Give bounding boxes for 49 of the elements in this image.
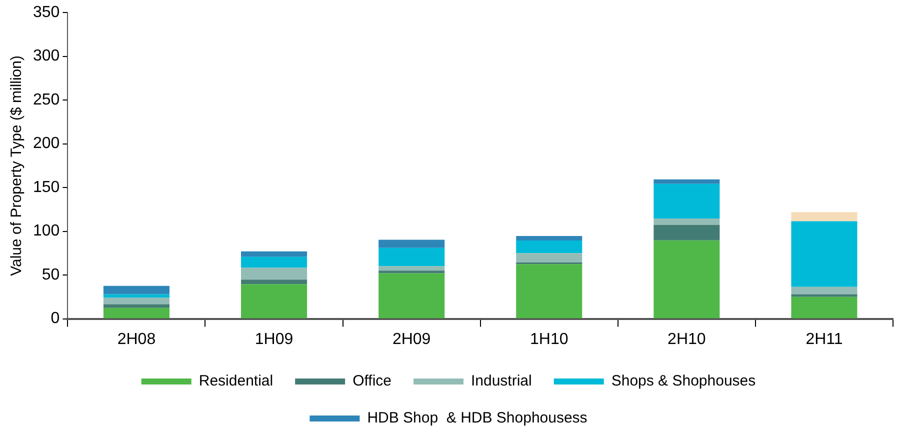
x-tick-label: 2H10: [668, 330, 706, 348]
x-tick-label: 1H09: [254, 330, 294, 348]
bar: [791, 286, 858, 294]
bar: [654, 179, 720, 184]
bar: [103, 308, 170, 318]
legend-label: HDB Shop & HDB Shophousess: [367, 410, 588, 427]
bar: [241, 268, 308, 280]
bar: [791, 296, 858, 318]
y-tick-label: 150: [32, 178, 60, 196]
bar: [378, 240, 445, 248]
bar: [516, 240, 582, 254]
bar: [241, 280, 308, 284]
legend-label: Shops & Shophouses: [611, 372, 756, 390]
bar: [791, 294, 858, 297]
bar: [241, 284, 308, 318]
bar: [516, 253, 582, 262]
bar: [654, 184, 720, 219]
x-tick-label: 1H10: [530, 330, 568, 348]
bar: [378, 266, 445, 271]
y-tick-label: 250: [32, 91, 60, 108]
bar: [103, 286, 170, 294]
x-tick-label: 2H11: [806, 330, 843, 348]
bar: [103, 298, 170, 304]
y-tick-label: 50: [42, 266, 60, 284]
bar: [241, 256, 308, 268]
bar: [791, 212, 858, 222]
legend-label: Industrial: [470, 372, 532, 390]
y-tick-label: 200: [32, 135, 60, 152]
x-tick-label: 2H09: [392, 330, 431, 348]
legend-label: Residential: [198, 372, 274, 390]
bar: [103, 304, 170, 308]
bar: [516, 264, 582, 318]
y-tick-label: 100: [32, 222, 60, 240]
bar: [378, 270, 445, 274]
bar: [378, 273, 445, 318]
bar: [241, 251, 308, 257]
y-tick-label: 0: [50, 310, 60, 328]
x-tick-label: 2H08: [117, 330, 156, 348]
bar: [791, 221, 858, 287]
bar: [654, 240, 720, 318]
bar: [378, 248, 445, 266]
bar: [516, 236, 582, 240]
y-axis-title: Value of Property Type ($ million): [8, 56, 26, 276]
bar: [654, 218, 720, 225]
y-tick-label: 350: [32, 4, 60, 22]
bar: [103, 294, 170, 298]
y-tick-label: 300: [32, 48, 60, 65]
legend-label: Office: [352, 372, 392, 390]
bar: [654, 224, 720, 240]
